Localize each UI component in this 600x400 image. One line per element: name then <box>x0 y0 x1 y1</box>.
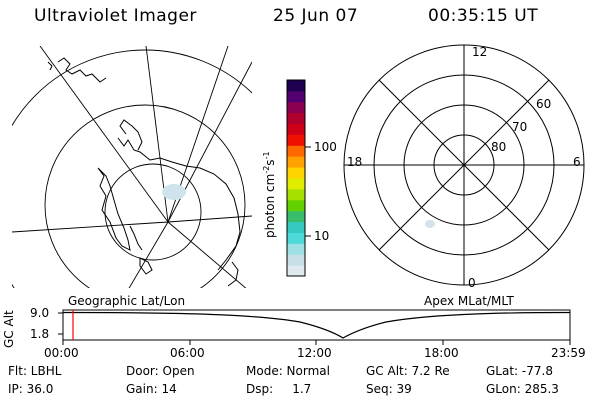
info-mode: Mode: Normal <box>246 364 330 378</box>
colorbar-tick-100: 100 <box>314 140 337 154</box>
timeline-x-tick: 06:00 <box>170 346 205 360</box>
info-ip: IP: 36.0 <box>8 382 54 396</box>
coastline <box>57 57 107 83</box>
timeline-y-tick-9: 9.0 <box>30 306 50 320</box>
timeline-x-tick: 23:59 <box>551 346 586 360</box>
timeline-x-tick: 18:00 <box>424 346 459 360</box>
date-label: 25 Jun 07 <box>273 6 359 26</box>
info-gc-alt: GC Alt: 7.2 Re <box>366 364 450 378</box>
colorbar-segment <box>287 188 305 201</box>
info-glat: GLat: -77.8 <box>486 364 553 378</box>
info-glon: GLon: 285.3 <box>486 382 559 396</box>
colorbar-segment <box>287 145 305 157</box>
coastline <box>97 167 131 251</box>
colorbar-segment <box>287 80 305 92</box>
mlt-label-18: 18 <box>347 155 363 169</box>
mlat-label-70: 70 <box>512 120 528 134</box>
aurora-emission <box>425 220 435 228</box>
colorbar-tick-10: 10 <box>314 229 330 243</box>
units-text: photon cm <box>263 173 277 238</box>
colorbar-segment <box>287 112 305 125</box>
colorbar-segment <box>287 156 305 168</box>
altitude-timeline <box>58 309 571 345</box>
colorbar-segment <box>287 167 305 179</box>
geographic-map <box>12 46 252 288</box>
colorbar-segment <box>287 90 305 103</box>
apex-caption: Apex MLat/MLT <box>424 294 514 308</box>
altitude-curve <box>63 311 570 339</box>
colorbar-segment <box>287 101 305 114</box>
timeline-y-label: GC Alt <box>2 310 16 348</box>
apex-polar-plot <box>343 44 585 286</box>
timeline-x-tick: 12:00 <box>297 346 332 360</box>
timeline-y-tick-1.8: 1.8 <box>30 327 50 341</box>
timeline-x-tick: 00:00 <box>44 346 79 360</box>
mlat-label-60: 60 <box>536 97 552 111</box>
mlt-label-12: 12 <box>472 45 488 59</box>
colorbar-segment <box>287 134 305 146</box>
info-seq: Seq: 39 <box>366 382 412 396</box>
units-s: s <box>263 159 277 166</box>
geographic-caption: Geographic Lat/Lon <box>68 294 186 308</box>
colorbar-segment <box>287 221 305 233</box>
colorbar-segment <box>287 210 305 223</box>
lat-circle <box>44 104 246 288</box>
units-exp1: -2 <box>262 165 271 174</box>
colorbar-segment <box>287 123 305 135</box>
colorbar-segment <box>287 232 305 244</box>
colorbar-segment <box>287 254 305 266</box>
colorbar-segment <box>287 178 305 190</box>
lat-circle <box>104 163 202 261</box>
aurora-emission <box>162 184 186 200</box>
mlt-label-6: 6 <box>573 155 581 169</box>
info-gain: Gain: 14 <box>126 382 177 396</box>
colorbar-segment <box>287 243 305 255</box>
mlt-label-0: 0 <box>468 276 476 290</box>
colorbar-units-label: photon cm-2s-1 <box>262 151 277 238</box>
colorbar <box>287 80 305 277</box>
mlat-label-80: 80 <box>491 140 507 154</box>
info-filter: Flt: LBHL <box>8 364 62 378</box>
info-dsp: Dsp: 1.7 <box>246 382 312 396</box>
coastline <box>117 137 241 271</box>
units-exp2: -1 <box>262 151 271 160</box>
info-door: Door: Open <box>126 364 195 378</box>
instrument-title: Ultraviolet Imager <box>34 6 197 26</box>
time-label: 00:35:15 UT <box>428 6 539 26</box>
colorbar-segment <box>287 199 305 212</box>
colorbar-segment <box>287 265 305 277</box>
